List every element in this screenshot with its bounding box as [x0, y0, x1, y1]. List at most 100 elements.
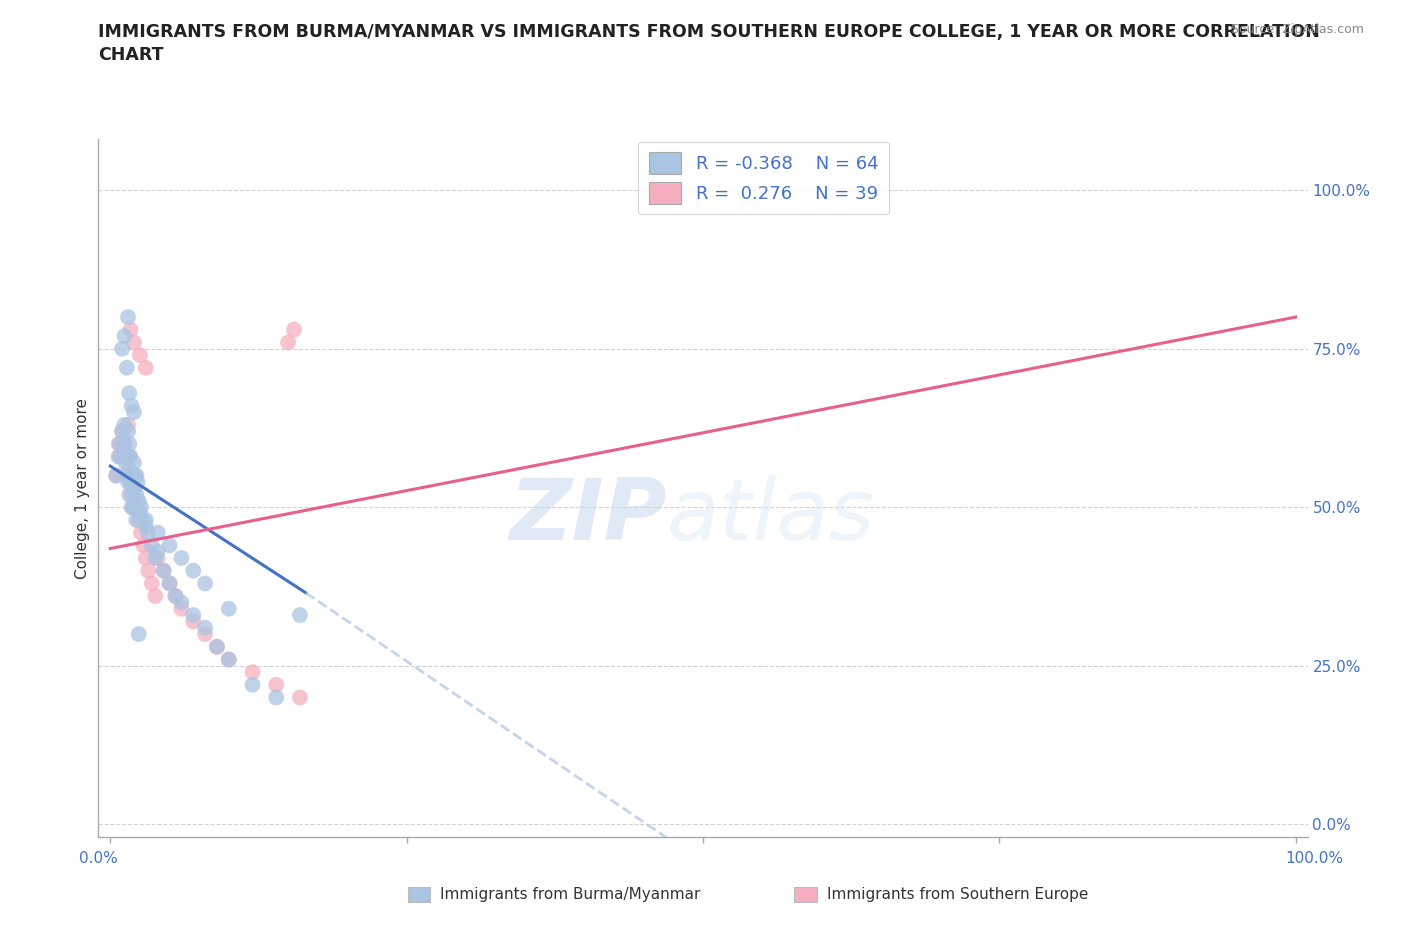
Point [132, 538, 155, 552]
Point [120, 474, 142, 489]
Point [264, 677, 287, 692]
Point [136, 564, 159, 578]
Point [135, 512, 157, 527]
Point [121, 487, 143, 502]
Point [205, 639, 228, 654]
Point [114, 449, 136, 464]
Point [120, 474, 142, 489]
Text: Source: ZipAtlas.com: Source: ZipAtlas.com [1230, 23, 1364, 36]
Point [152, 564, 174, 578]
Point [170, 551, 193, 565]
Point [114, 436, 136, 451]
Point [115, 468, 138, 483]
Point [117, 474, 139, 489]
Text: 100.0%: 100.0% [1285, 851, 1344, 866]
Point [117, 418, 139, 432]
Text: IMMIGRANTS FROM BURMA/MYANMAR VS IMMIGRANTS FROM SOUTHERN EUROPE COLLEGE, 1 YEAR: IMMIGRANTS FROM BURMA/MYANMAR VS IMMIGRA… [98, 23, 1320, 41]
Point [146, 544, 169, 559]
Point [115, 360, 138, 375]
Text: ZIP: ZIP [509, 474, 666, 558]
Legend: R = -0.368    N = 64, R =  0.276    N = 39: R = -0.368 N = 64, R = 0.276 N = 39 [638, 141, 889, 215]
Point [128, 494, 150, 509]
Point [124, 468, 146, 483]
Point [159, 576, 181, 591]
Text: CHART: CHART [98, 46, 165, 64]
Point [120, 323, 142, 338]
Text: 0.0%: 0.0% [79, 851, 118, 866]
Point [165, 589, 187, 604]
Point [111, 341, 134, 356]
Point [135, 519, 157, 534]
Point [117, 449, 139, 464]
Point [242, 665, 264, 680]
Point [146, 525, 169, 540]
Point [143, 589, 166, 604]
Point [107, 449, 129, 464]
Point [146, 551, 169, 565]
Point [118, 487, 141, 502]
Point [114, 418, 136, 432]
Point [125, 494, 148, 509]
Point [125, 487, 148, 502]
Point [128, 627, 150, 642]
Point [288, 690, 311, 705]
Point [181, 614, 204, 629]
Point [120, 449, 142, 464]
Point [218, 652, 240, 667]
Point [152, 564, 174, 578]
Point [170, 595, 193, 610]
Point [121, 499, 143, 514]
Point [108, 449, 131, 464]
Point [288, 607, 311, 622]
Point [117, 468, 139, 483]
Point [181, 607, 204, 622]
Point [114, 436, 136, 451]
Point [205, 639, 228, 654]
Point [159, 576, 181, 591]
Point [122, 405, 145, 419]
Point [141, 576, 163, 591]
Point [218, 602, 240, 617]
Point [122, 335, 145, 350]
Point [111, 449, 134, 464]
Point [122, 481, 145, 496]
Point [141, 538, 163, 552]
Point [114, 456, 136, 471]
Point [114, 328, 136, 343]
Point [143, 551, 166, 565]
Point [118, 386, 141, 401]
Point [105, 468, 128, 483]
Point [122, 499, 145, 514]
Point [283, 323, 305, 338]
Text: Immigrants from Burma/Myanmar: Immigrants from Burma/Myanmar [440, 887, 700, 902]
Point [277, 335, 299, 350]
Point [242, 677, 264, 692]
Point [129, 348, 152, 363]
Point [159, 538, 181, 552]
Point [111, 424, 134, 439]
Point [118, 462, 141, 477]
Point [218, 652, 240, 667]
Point [117, 424, 139, 439]
Point [125, 512, 148, 527]
Point [121, 468, 143, 483]
Point [122, 456, 145, 471]
Point [117, 310, 139, 325]
Point [107, 436, 129, 451]
Point [111, 424, 134, 439]
Point [129, 506, 152, 521]
Point [118, 436, 141, 451]
Text: Immigrants from Southern Europe: Immigrants from Southern Europe [827, 887, 1088, 902]
Point [264, 690, 287, 705]
Point [129, 525, 152, 540]
Point [170, 602, 193, 617]
Point [181, 564, 204, 578]
Point [129, 499, 152, 514]
Point [128, 512, 150, 527]
Point [136, 525, 159, 540]
Point [194, 627, 217, 642]
Point [135, 360, 157, 375]
Point [121, 499, 143, 514]
Point [127, 499, 149, 514]
Point [135, 551, 157, 565]
